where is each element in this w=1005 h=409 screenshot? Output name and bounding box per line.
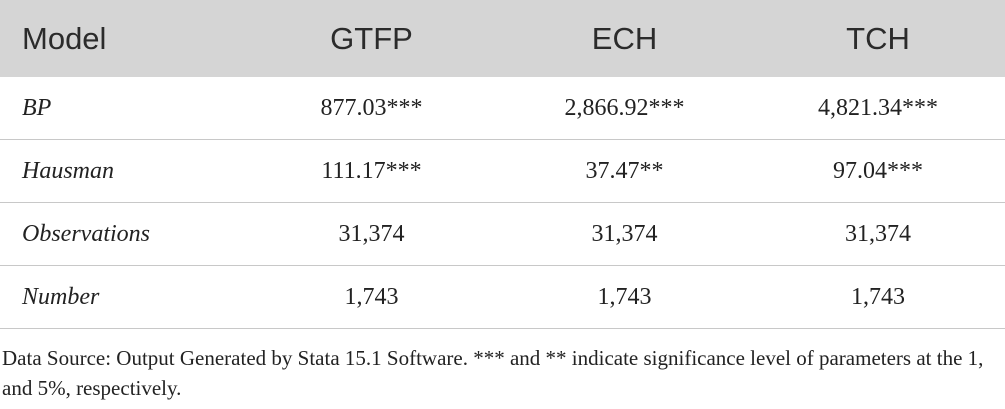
- row-label: BP: [0, 77, 245, 140]
- cell: 1,743: [498, 265, 751, 329]
- footnote: Data Source: Output Generated by Stata 1…: [2, 346, 984, 400]
- table-row: Hausman 111.17*** 37.47** 97.04***: [0, 139, 1005, 203]
- cell: 2,866.92***: [498, 77, 751, 140]
- cell: 31,374: [498, 202, 751, 266]
- cell: 97.04***: [751, 139, 1005, 203]
- cell: 4,821.34***: [751, 77, 1005, 140]
- table-body: BP 877.03*** 2,866.92*** 4,821.34*** Hausman…: [0, 77, 1005, 329]
- header-cell: TCH: [751, 0, 1005, 77]
- cell: 1,743: [245, 265, 498, 329]
- cell: 31,374: [751, 202, 1005, 266]
- row-label: Hausman: [0, 139, 245, 203]
- header-cell: Model: [0, 0, 245, 77]
- cell: 111.17***: [245, 139, 498, 203]
- cell: 877.03***: [245, 77, 498, 140]
- header-row: Model GTFP ECH TCH: [0, 0, 1005, 77]
- table-row: BP 877.03*** 2,866.92*** 4,821.34***: [0, 77, 1005, 140]
- cell: 37.47**: [498, 139, 751, 203]
- row-label: Number: [0, 265, 245, 329]
- row-label: Observations: [0, 202, 245, 266]
- header-cell: GTFP: [245, 0, 498, 77]
- table-row: Observations 31,374 31,374 31,374: [0, 202, 1005, 266]
- header-cell: ECH: [498, 0, 751, 77]
- table: Model GTFP ECH TCH BP 877.03*** 2,866.92*** 4,…: [0, 0, 1005, 329]
- cell: 1,743: [751, 265, 1005, 329]
- cell: 31,374: [245, 202, 498, 266]
- table-row: Number 1,743 1,743 1,743: [0, 265, 1005, 329]
